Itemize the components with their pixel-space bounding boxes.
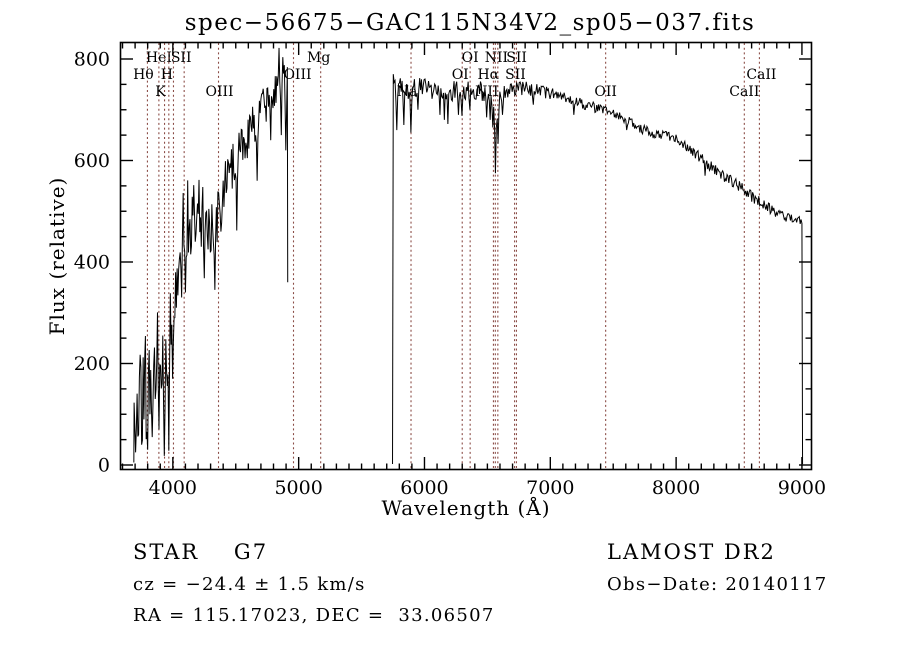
- axis-ticks: [120, 42, 812, 470]
- survey-release-text: LAMOST DR2: [607, 540, 776, 564]
- spectral-line-label: OI: [452, 67, 469, 83]
- spectral-line-label: NII: [475, 84, 498, 100]
- cz-text: cz = −24.4 ± 1.5 km/s: [133, 574, 366, 595]
- coordinates-text: RA = 115.17023, DEC = 33.06507: [133, 605, 495, 626]
- obs-date-text: Obs−Date: 20140117: [607, 574, 827, 595]
- spectral-line-label: HeI: [146, 50, 172, 66]
- spectral-line-label: OIII: [283, 67, 311, 83]
- x-tick-label: 4000: [149, 477, 197, 499]
- spectral-line-label: SII: [171, 50, 192, 66]
- spectral-line-label: CaII: [746, 67, 776, 83]
- x-axis-label: Wavelength (Å): [381, 495, 550, 520]
- spectrum-curve: [133, 47, 804, 464]
- y-tick-label: 400: [74, 252, 110, 274]
- x-tick-label: 9000: [778, 477, 826, 499]
- y-tick-label: 200: [74, 353, 110, 375]
- x-tick-label: 7000: [526, 477, 574, 499]
- spectral-line-label: Mg: [307, 50, 330, 66]
- spectral-line-label: Hα: [477, 67, 499, 83]
- spectral-line-label: SII: [505, 67, 526, 83]
- x-tick-label: 5000: [274, 477, 322, 499]
- spectral-line-label: OII: [594, 84, 617, 100]
- y-axis-label: Flux (relative): [45, 177, 69, 336]
- axis-tick-labels: 4000 5000 6000 7000 8000 9000 0 200 400 600 800: [74, 49, 826, 500]
- x-tick-label: 8000: [652, 477, 700, 499]
- plot-title: spec−56675−GAC115N34V2_sp05−037.fits: [185, 10, 756, 36]
- spectral-line-label: OIII: [205, 84, 233, 100]
- spectral-line-label: NII: [485, 50, 508, 66]
- spectral-line-label: CaII: [729, 84, 759, 100]
- spectral-line-label: K: [155, 84, 166, 100]
- spectral-line-label: OI: [462, 50, 479, 66]
- y-tick-label: 800: [74, 49, 110, 71]
- spectral-line-label: Hθ: [133, 67, 154, 83]
- y-tick-label: 600: [74, 150, 110, 172]
- y-tick-label: 0: [98, 455, 110, 477]
- plot-border: [119, 41, 813, 471]
- x-tick-label: 6000: [400, 477, 448, 499]
- object-class-text: STAR G7: [133, 540, 268, 564]
- spectral-line-label: H: [161, 67, 173, 83]
